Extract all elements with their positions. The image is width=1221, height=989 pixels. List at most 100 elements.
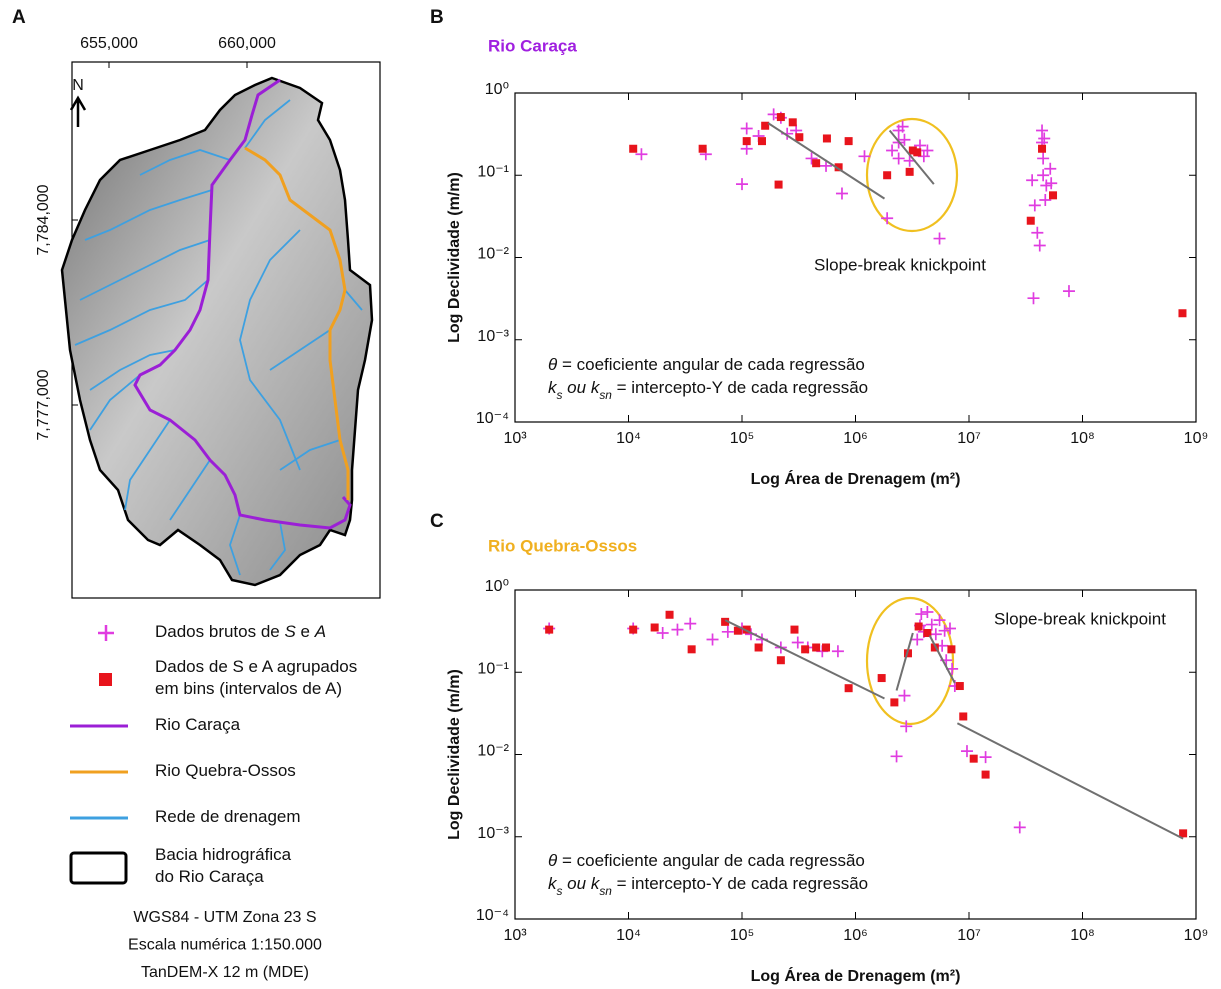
y-tick-label: 10⁰: [485, 81, 509, 98]
plus-marker: [1026, 174, 1038, 186]
plus-marker: [898, 690, 910, 702]
text-part: em bins (intervalos de A): [155, 679, 342, 698]
regression-line: [957, 723, 1183, 838]
square-marker: [823, 134, 831, 142]
panel-label: C: [430, 511, 444, 532]
plus-marker: [1034, 239, 1046, 251]
plus-marker: [1063, 285, 1075, 297]
y-axis-title: Log Declividade (m/m): [446, 172, 463, 343]
x-tick-label: 10³: [503, 430, 527, 447]
x-axis-title: Log Área de Drenagem (m²): [751, 469, 961, 488]
plus-marker: [1036, 125, 1048, 137]
map-y-label: 7,784,000: [35, 184, 52, 255]
note: ks ou ksn = intercepto-Y de cada regress…: [548, 874, 868, 898]
plus-marker: [915, 608, 927, 620]
square-marker: [629, 145, 637, 153]
plus-marker: [635, 148, 647, 160]
legend-label: do Rio Caraça: [155, 867, 264, 886]
square-marker: [777, 656, 785, 664]
plus-marker: [980, 751, 992, 763]
legend-label: Rio Caraça: [155, 715, 241, 734]
plus-marker: [1044, 163, 1056, 175]
legend-marker: [98, 625, 114, 641]
text-part: = coeficiente angular de cada regressão: [557, 355, 865, 374]
text-part: = coeficiente angular de cada regressão: [557, 851, 865, 870]
legend-label: Dados de S e A agrupados: [155, 657, 357, 676]
legend-label: Dados brutos de S e A: [155, 622, 326, 641]
figure: A 655,000 660,000 7,784,000 7,777,000 N WGS84 …: [0, 0, 1221, 989]
square-marker: [915, 622, 923, 630]
square-marker: [775, 181, 783, 189]
plus-marker: [684, 618, 696, 630]
square-marker: [1178, 309, 1186, 317]
panel-label: B: [430, 7, 444, 28]
text-part: do Rio Caraça: [155, 867, 264, 886]
text-part: = intercepto-Y de cada regressão: [612, 378, 868, 397]
y-axis-title: Log Declividade (m/m): [446, 669, 463, 840]
square-marker: [845, 684, 853, 692]
plus-marker: [736, 178, 748, 190]
regression-line: [890, 131, 934, 185]
map-x-label: 655,000: [80, 35, 138, 52]
text-part: Rio Caraça: [155, 715, 241, 734]
x-tick-label: 10⁷: [957, 927, 981, 944]
x-tick-label: 10⁵: [730, 430, 754, 447]
text-part: Bacia hidrográfica: [155, 845, 292, 864]
north-label: N: [72, 77, 84, 94]
plus-marker: [886, 144, 898, 156]
square-marker: [666, 611, 674, 619]
note: θ = coeficiente angular de cada regressã…: [548, 355, 865, 374]
square-marker: [1049, 191, 1057, 199]
square-marker: [743, 137, 751, 145]
regression-line: [897, 633, 913, 690]
text-part: Dados brutos de: [155, 622, 284, 641]
y-tick-label: 10⁻²: [477, 743, 509, 760]
square-marker: [629, 626, 637, 634]
plus-marker: [1014, 821, 1026, 833]
x-tick-label: 10⁸: [1070, 927, 1095, 944]
map-footer: Escala numérica 1:150.000: [128, 937, 322, 954]
text-part: A: [314, 622, 326, 641]
note: ks ou ksn = intercepto-Y de cada regress…: [548, 378, 868, 402]
map-footer: WGS84 - UTM Zona 23 S: [133, 909, 316, 926]
square-marker: [890, 698, 898, 706]
plus-marker: [1037, 152, 1049, 164]
x-tick-label: 10⁷: [957, 430, 981, 447]
text-part: ou: [562, 874, 590, 893]
square-marker: [812, 159, 820, 167]
square-marker: [812, 643, 820, 651]
square-marker: [970, 755, 978, 763]
x-tick-label: 10⁴: [616, 927, 641, 944]
text-part: ou: [562, 378, 590, 397]
square-marker: [959, 712, 967, 720]
note: θ = coeficiente angular de cada regressã…: [548, 851, 865, 870]
square-marker: [878, 674, 886, 682]
map-y-label: 7,777,000: [35, 369, 52, 440]
square-marker: [688, 645, 696, 653]
text-part: Rede de drenagem: [155, 807, 301, 826]
square-marker: [822, 643, 830, 651]
map-x-label: 660,000: [218, 35, 276, 52]
plus-marker: [741, 123, 753, 135]
plus-marker: [671, 624, 683, 636]
square-marker: [777, 113, 785, 121]
y-tick-label: 10⁻¹: [477, 163, 509, 180]
regression-line: [768, 123, 884, 198]
square-marker: [956, 682, 964, 690]
square-marker: [758, 137, 766, 145]
annotation: Slope-break knickpoint: [814, 255, 986, 274]
annotation: Slope-break knickpoint: [994, 609, 1166, 628]
plus-marker: [722, 626, 734, 638]
x-tick-label: 10⁹: [1184, 927, 1209, 944]
square-marker: [790, 626, 798, 634]
square-marker: [651, 624, 659, 632]
plus-marker: [1037, 169, 1049, 181]
chart-title: Rio Caraça: [488, 36, 577, 55]
legend-label: Rede de drenagem: [155, 807, 301, 826]
plus-marker: [832, 645, 844, 657]
square-marker: [699, 145, 707, 153]
square-marker: [755, 643, 763, 651]
square-marker: [982, 771, 990, 779]
y-tick-label: 10⁻⁴: [476, 907, 509, 924]
map-footer: TanDEM-X 12 m (MDE): [141, 964, 309, 981]
